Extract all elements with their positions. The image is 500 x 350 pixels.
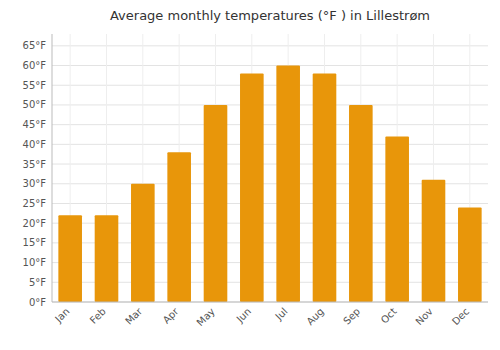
chart-container: 0°F 5°F 10°F 15°F 20°F 25°F 30°F 35°F 40°F 45°F 50… [0,0,500,350]
y-grid-line [52,124,488,125]
y-tick-label: 5°F [29,277,46,288]
chart-svg: 0°F 5°F 10°F 15°F 20°F 25°F 30°F 35°F 40°F 45°F 50… [0,0,500,350]
y-tick-label: 35°F [23,159,47,170]
x-tick-label: Mar [123,305,145,327]
y-tick-label: 20°F [23,218,47,229]
y-grid-line [52,45,488,46]
x-tick-label: Aug [304,306,326,328]
bar [458,207,482,302]
x-tick-label: Jun [234,306,254,326]
y-tick-label: 55°F [23,80,47,91]
y-grid-line [52,144,488,145]
bars [58,66,481,302]
x-axis-line [52,302,488,303]
y-tick-label: 15°F [23,237,47,248]
x-tick-label: Jul [273,306,290,323]
y-tick-label: 0°F [29,297,46,308]
bar [167,152,191,302]
y-tick-label: 50°F [23,99,47,110]
y-grid-line [52,104,488,105]
x-tick-label: Sep [341,306,362,327]
x-tick-label: Feb [88,306,108,326]
tick-labels: 0°F 5°F 10°F 15°F 20°F 25°F 30°F 35°F 40°F 45°F 50… [23,40,472,328]
x-tick-label: May [195,306,217,328]
bar [349,105,373,302]
y-tick-label: 60°F [23,60,47,71]
y-tick-label: 30°F [23,178,47,189]
title: Average monthly temperatures (°F ) in Li… [110,8,430,23]
bar [95,215,119,302]
x-tick-label: Jan [52,306,71,325]
bar [240,73,264,302]
y-tick-label: 65°F [23,40,47,51]
y-grid-line [52,65,488,66]
y-grid-line [52,85,488,86]
y-grid-line [52,164,488,165]
x-tick-label: Oct [379,306,399,326]
x-tick-label: Nov [413,306,435,328]
grid [52,34,488,302]
bar [422,180,446,302]
bar [385,136,409,302]
y-tick-label: 40°F [23,139,47,150]
y-grid-line [52,302,488,303]
y-axis-line [52,34,53,302]
bar [276,66,300,302]
y-tick-label: 25°F [23,198,47,209]
bar [313,73,337,302]
y-tick-label: 10°F [23,257,47,268]
bar [204,105,228,302]
bar [131,184,155,302]
x-tick-label: Apr [161,305,182,326]
bar [58,215,82,302]
x-tick-label: Dec [450,306,471,327]
y-tick-label: 45°F [23,119,47,130]
